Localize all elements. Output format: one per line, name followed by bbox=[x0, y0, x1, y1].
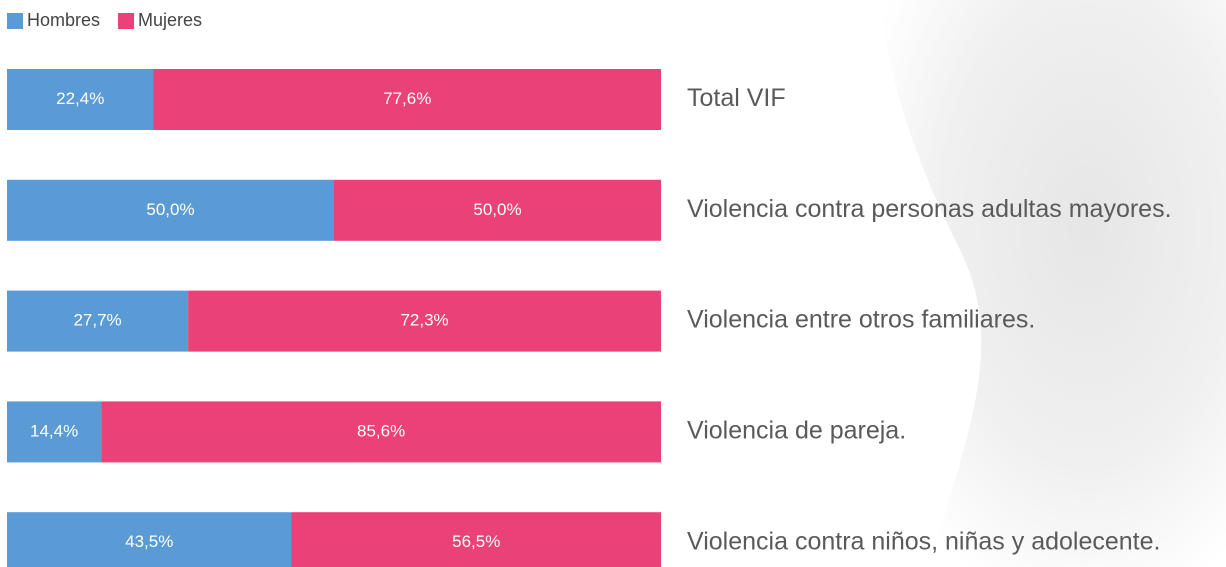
legend-swatch bbox=[118, 13, 134, 29]
category-label: Violencia entre otros familiares. bbox=[687, 306, 1035, 334]
background-photo bbox=[880, 0, 1226, 567]
value-label: 72,3% bbox=[400, 311, 448, 330]
category-label: Violencia contra personas adultas mayore… bbox=[687, 195, 1172, 223]
legend-swatch bbox=[7, 13, 23, 29]
value-label: 14,4% bbox=[30, 421, 78, 440]
value-label: 77,6% bbox=[383, 89, 431, 108]
legend-label: Hombres bbox=[27, 10, 100, 30]
category-label: Violencia contra niños, niñas y adolecen… bbox=[687, 527, 1160, 555]
value-label: 56,5% bbox=[452, 532, 500, 551]
value-label: 27,7% bbox=[73, 311, 121, 330]
value-label: 50,0% bbox=[473, 200, 521, 219]
value-label: 85,6% bbox=[357, 421, 405, 440]
value-label: 50,0% bbox=[146, 200, 194, 219]
value-label: 22,4% bbox=[56, 89, 104, 108]
value-label: 43,5% bbox=[125, 532, 173, 551]
category-label: Total VIF bbox=[687, 84, 786, 112]
chart: Hombres Mujeres 22,4% 77,6% Total VIF 50,0% 50… bbox=[0, 0, 1226, 567]
category-label: Violencia de pareja. bbox=[687, 417, 906, 445]
page: Hombres Mujeres 22,4% 77,6% Total VIF 50,0% 50… bbox=[0, 0, 1226, 567]
legend-label: Mujeres bbox=[138, 10, 202, 30]
